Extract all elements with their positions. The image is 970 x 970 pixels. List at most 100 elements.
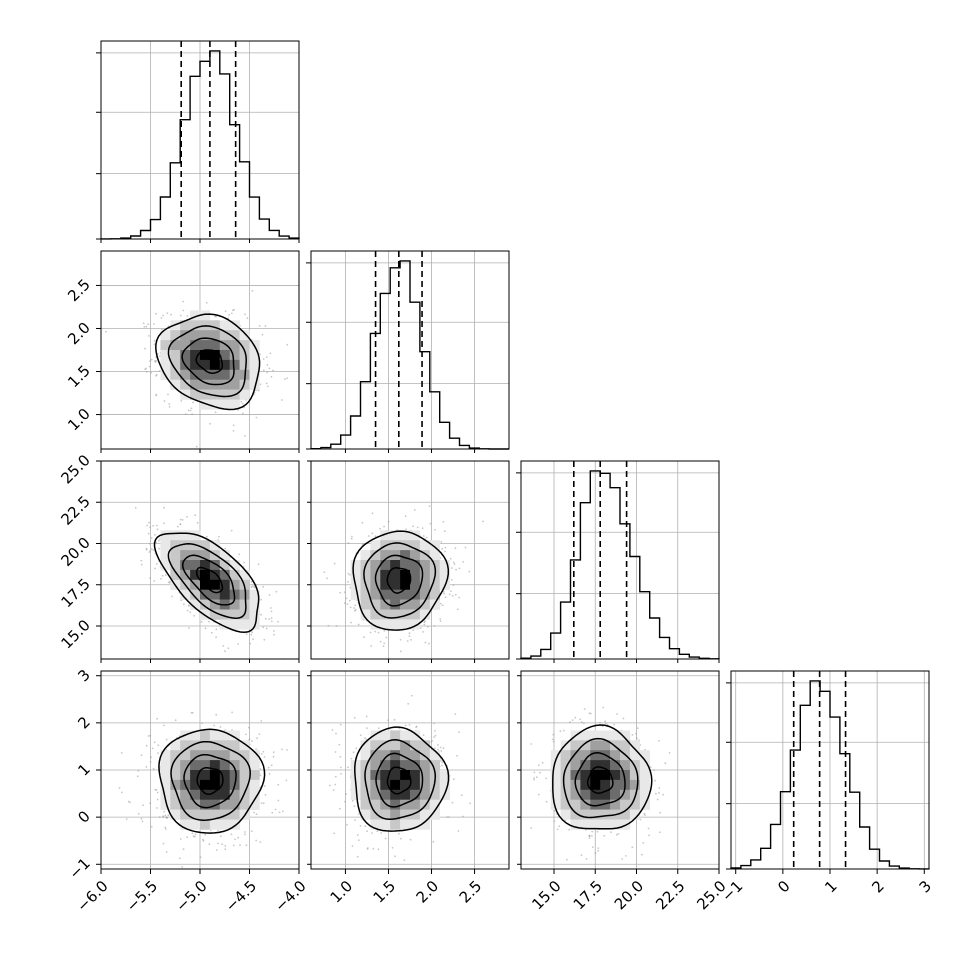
sample-point bbox=[433, 722, 435, 725]
sample-point bbox=[448, 816, 450, 818]
sample-point bbox=[350, 621, 352, 624]
density-cell bbox=[370, 760, 381, 771]
density-cell bbox=[360, 789, 371, 800]
density-cell bbox=[170, 350, 181, 361]
sample-point bbox=[215, 713, 218, 716]
density-cell bbox=[200, 730, 211, 741]
density-cell bbox=[219, 740, 230, 751]
sample-point bbox=[591, 846, 594, 848]
x-tick-label-param-3: 22.5 bbox=[652, 877, 688, 913]
sample-point bbox=[144, 368, 147, 371]
density-cell bbox=[590, 750, 601, 761]
sample-point bbox=[659, 811, 662, 814]
density-cell bbox=[590, 740, 601, 751]
sample-point bbox=[206, 535, 208, 538]
sample-point bbox=[258, 733, 261, 735]
sample-point bbox=[622, 717, 625, 720]
sample-point bbox=[218, 535, 220, 538]
density-cell bbox=[390, 789, 401, 800]
histogram-param-2 bbox=[310, 260, 509, 450]
contour-line bbox=[574, 752, 626, 807]
density-cell bbox=[590, 730, 601, 741]
x-tick-label-param-1: −4.0 bbox=[271, 877, 309, 915]
contour-line bbox=[562, 737, 639, 819]
density-cell bbox=[239, 750, 250, 761]
sample-point bbox=[284, 378, 286, 380]
sample-point bbox=[161, 328, 163, 331]
sample-point bbox=[613, 723, 615, 726]
density-cell bbox=[410, 550, 421, 561]
sample-point bbox=[357, 813, 360, 815]
density-cell bbox=[380, 779, 391, 791]
sample-point bbox=[365, 715, 368, 718]
density-cell bbox=[419, 740, 431, 751]
density-cell bbox=[190, 350, 201, 361]
density-cell bbox=[580, 789, 591, 800]
density-cell bbox=[219, 560, 230, 571]
density-cell bbox=[160, 799, 171, 810]
density-cell bbox=[419, 779, 431, 791]
density-cell bbox=[180, 589, 191, 600]
sample-point bbox=[363, 636, 365, 639]
sample-point bbox=[387, 719, 389, 721]
y-tick-label-param-2: 1.5 bbox=[64, 362, 94, 392]
sample-point bbox=[412, 629, 415, 631]
density-cell bbox=[410, 779, 421, 791]
sample-point bbox=[273, 630, 275, 632]
density-cell bbox=[610, 760, 621, 771]
density-cell bbox=[380, 760, 391, 771]
density-cell bbox=[249, 369, 260, 380]
density-cell bbox=[190, 779, 201, 791]
density-cell bbox=[570, 750, 581, 761]
density-cell bbox=[580, 770, 591, 781]
sample-point bbox=[150, 371, 153, 374]
density-cell bbox=[229, 569, 240, 581]
contour-line bbox=[183, 753, 237, 809]
density-cell bbox=[249, 359, 260, 371]
sample-point bbox=[415, 726, 417, 728]
sample-point bbox=[244, 831, 246, 833]
density-cell bbox=[560, 750, 571, 761]
sample-point bbox=[105, 330, 107, 333]
sample-point bbox=[153, 339, 156, 342]
density-cell bbox=[239, 379, 250, 390]
density-cell bbox=[180, 770, 191, 781]
x-tick-label-param-3: 17.5 bbox=[570, 877, 606, 913]
density-cell bbox=[380, 579, 391, 590]
sample-point bbox=[252, 638, 255, 641]
sample-point bbox=[399, 650, 402, 653]
density-cell bbox=[419, 760, 431, 771]
sample-point bbox=[265, 356, 268, 358]
sample-point bbox=[654, 779, 656, 782]
sample-point bbox=[355, 747, 358, 750]
sample-point bbox=[568, 828, 571, 831]
density-cell bbox=[249, 789, 260, 800]
sample-point bbox=[280, 399, 283, 401]
density-cell bbox=[429, 750, 440, 761]
sample-point bbox=[140, 563, 143, 566]
density-cell bbox=[180, 369, 191, 380]
sample-point bbox=[286, 749, 288, 751]
sample-point bbox=[258, 325, 261, 327]
sample-point bbox=[604, 722, 607, 725]
density-cell bbox=[180, 320, 191, 331]
sample-point bbox=[343, 602, 346, 605]
density-cell bbox=[229, 809, 240, 820]
density-cell bbox=[370, 550, 381, 561]
density-cell bbox=[600, 740, 611, 751]
sample-point bbox=[181, 866, 184, 868]
density-cell bbox=[219, 369, 230, 380]
sample-point bbox=[351, 535, 353, 538]
sample-point bbox=[281, 748, 283, 751]
sample-point bbox=[224, 547, 227, 550]
sample-point bbox=[250, 580, 253, 583]
sample-point bbox=[167, 814, 170, 817]
sample-point bbox=[165, 851, 168, 853]
density-cell bbox=[239, 799, 250, 810]
density-cell bbox=[370, 730, 381, 741]
density-cell bbox=[620, 760, 631, 771]
density-cell bbox=[219, 750, 230, 761]
sample-point bbox=[127, 800, 130, 803]
density-cell bbox=[219, 579, 230, 590]
sample-point bbox=[148, 365, 151, 368]
